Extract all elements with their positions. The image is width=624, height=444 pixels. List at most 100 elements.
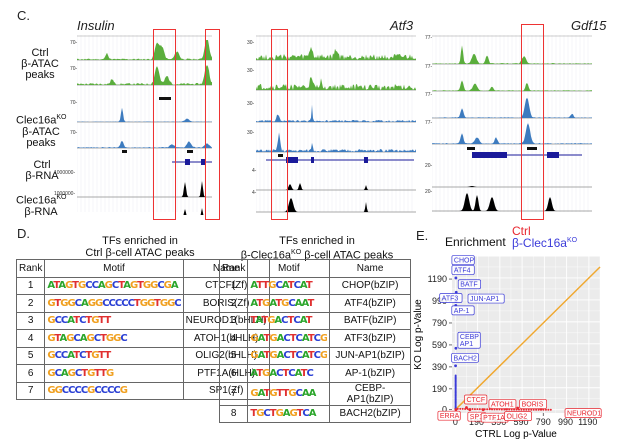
motif-base: A bbox=[274, 315, 282, 327]
motif-base: T bbox=[100, 332, 107, 344]
motif-base: G bbox=[146, 297, 155, 309]
ctrl-background-point bbox=[508, 408, 511, 411]
motif-sequence: ATGATGCAAT bbox=[250, 298, 327, 309]
motif-base: G bbox=[94, 297, 103, 309]
motif-base: A bbox=[269, 297, 276, 309]
motif-base: T bbox=[305, 315, 313, 327]
motif-base: C bbox=[113, 385, 120, 397]
motif-base: T bbox=[73, 315, 80, 327]
rank-cell: 8 bbox=[218, 404, 249, 423]
ctrl-background-point bbox=[542, 408, 545, 411]
motif-base: A bbox=[81, 297, 89, 309]
data-point bbox=[454, 408, 458, 412]
rank-cell: 6 bbox=[15, 364, 46, 383]
point-label-box bbox=[451, 265, 475, 275]
table-row: 2 ATGATGCAAT ATF4(bZIP) bbox=[218, 294, 411, 313]
motif-base: T bbox=[85, 315, 92, 327]
motif-base: G bbox=[47, 385, 55, 397]
x-tick-label: 590 bbox=[513, 417, 528, 427]
scale-gdf15-rna-1: 20- bbox=[425, 163, 433, 169]
y-axis-label: KO Log p-Value bbox=[413, 299, 424, 370]
motif-base: G bbox=[262, 367, 270, 379]
scatter-title: Enrichment bbox=[445, 235, 506, 249]
row-label-line: β-RNA bbox=[24, 205, 58, 218]
motif-base: T bbox=[118, 280, 124, 292]
motif-base: T bbox=[269, 408, 277, 420]
motif-base: G bbox=[67, 367, 76, 379]
motif-base: A bbox=[257, 388, 265, 399]
ctrl-background-point bbox=[535, 408, 538, 411]
motif-base: G bbox=[113, 332, 121, 344]
point-label: BATF bbox=[460, 282, 477, 289]
row-label-line: β-ATAC bbox=[22, 125, 60, 138]
motif-base: A bbox=[257, 350, 265, 362]
point-label-box bbox=[451, 305, 475, 316]
row-label-line: Ctrl bbox=[33, 159, 51, 171]
point-label: ATOH1 bbox=[491, 402, 514, 409]
motif-sequence: GGCCCCGCCCCG bbox=[47, 385, 180, 396]
ko-rna-track bbox=[183, 208, 204, 215]
ctrl-background-point bbox=[510, 408, 513, 411]
point-label: OLIG2 bbox=[507, 414, 528, 421]
scale-atf3-rna-1: 4- bbox=[252, 168, 257, 174]
scale-insulin-rna-1: 1000000- bbox=[54, 170, 76, 176]
motif-base: T bbox=[287, 280, 295, 292]
point-label: BACH2 bbox=[454, 355, 477, 362]
enrichment-scatter-plot: 0190390590790990119001903905907909901190… bbox=[413, 255, 602, 440]
motif-logo: GATGACTCATCG bbox=[247, 329, 331, 348]
motif-logo: ATTGCATCAT bbox=[247, 276, 331, 295]
motif-logo: GTGGCAGGCCCCCTGGTGGC bbox=[44, 294, 184, 313]
highlight-box-gdf15 bbox=[521, 24, 544, 220]
col-header-motif: Motif bbox=[44, 259, 184, 278]
title-text: β-Clec16a bbox=[240, 249, 292, 262]
motif-base: C bbox=[91, 280, 99, 292]
ko-atac-track-2 bbox=[256, 132, 416, 152]
scale-gdf15-atac-2: 77- bbox=[425, 64, 433, 70]
data-point bbox=[516, 406, 520, 410]
motif-base: C bbox=[275, 280, 282, 292]
motif-base: C bbox=[74, 297, 82, 309]
motif-base: T bbox=[72, 280, 79, 292]
motif-base: T bbox=[133, 297, 141, 309]
row-label-ko-atac: Clec16aKO β-ATAC peaks bbox=[16, 112, 66, 149]
motif-base: G bbox=[78, 280, 86, 292]
motif-base: C bbox=[79, 350, 86, 362]
col-header-rank: Rank bbox=[218, 259, 249, 278]
y-tick-label: 590 bbox=[432, 340, 447, 350]
ko-superscript: KO bbox=[291, 249, 302, 256]
ctrl-atac-track-1 bbox=[77, 40, 212, 60]
motif-base: C bbox=[68, 385, 75, 397]
x-tick-label: 790 bbox=[536, 417, 551, 427]
gene-title-atf3: Atf3 bbox=[390, 18, 414, 33]
motif-base: C bbox=[306, 367, 313, 379]
motif-base: G bbox=[320, 332, 328, 344]
table-row: 2 GTGGCAGGCCCCCTGGTGGC BORIS(Zf) bbox=[15, 294, 270, 313]
motif-base: T bbox=[263, 332, 271, 344]
point-label-box bbox=[519, 399, 548, 409]
data-point bbox=[454, 346, 458, 350]
motif-base: T bbox=[256, 280, 263, 292]
motif-base: G bbox=[91, 350, 99, 362]
ctrl-atac-track-1 bbox=[256, 46, 416, 60]
motif-base: T bbox=[256, 297, 263, 309]
motif-base: G bbox=[250, 388, 258, 399]
motif-base: A bbox=[299, 280, 307, 292]
motif-sequence: TATGACTCAT bbox=[250, 315, 327, 326]
motif-base: C bbox=[60, 350, 68, 362]
table-row: 5 GATGACTCATCG JUN-AP1(bZIP) bbox=[218, 346, 411, 365]
motif-base: T bbox=[300, 367, 308, 379]
x-tick-label: 0 bbox=[453, 417, 458, 427]
motif-base: T bbox=[262, 280, 269, 292]
motif-base: G bbox=[250, 350, 258, 362]
point-label-box bbox=[451, 352, 479, 363]
motif-logo: GATGTTGCAA bbox=[247, 381, 331, 406]
motif-base: T bbox=[94, 367, 101, 379]
motif-base: G bbox=[60, 297, 68, 309]
tf-name-cell: CEBP-AP1(bZIP) bbox=[329, 381, 411, 406]
ctrl-background-point bbox=[525, 408, 528, 411]
point-label-box bbox=[464, 394, 488, 405]
motif-base: T bbox=[282, 367, 289, 379]
ko-background-point bbox=[454, 374, 457, 377]
motif-base: G bbox=[142, 280, 151, 292]
